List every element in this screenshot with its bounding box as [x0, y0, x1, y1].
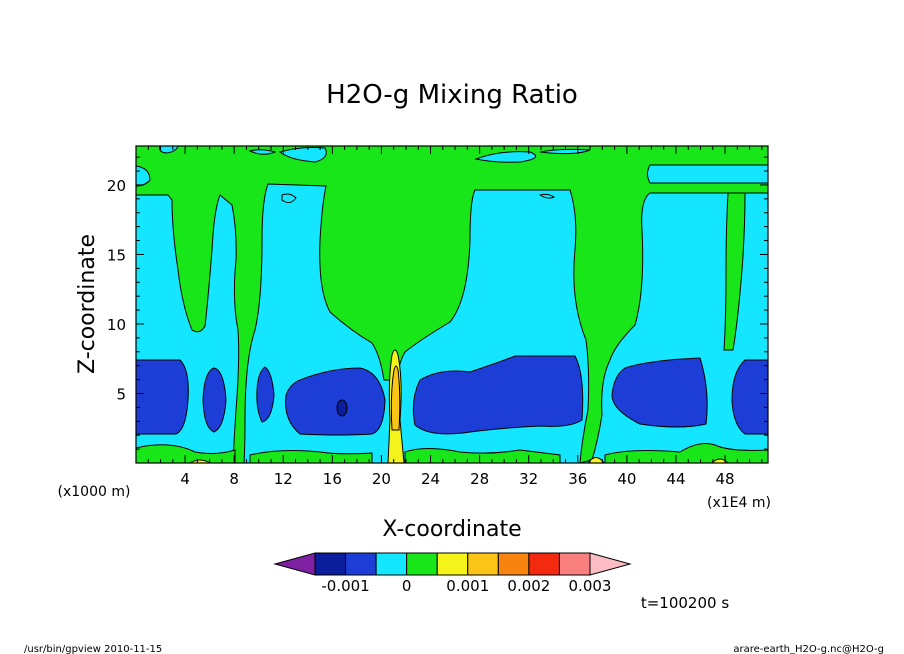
colorbar-segment: [528, 552, 560, 576]
x-tick-label: 24: [421, 470, 440, 488]
x-tick-label: 12: [274, 470, 293, 488]
footer-right: arare-earth_H2O-g.nc@H2O-g: [733, 644, 884, 654]
x-ticks: 4 8 12 16 20 24 28 32 36 40 44 48: [147, 146, 763, 488]
x-tick-label: 32: [519, 470, 538, 488]
colorbar-segment: [406, 552, 438, 576]
colorbar-tick-label: 0: [402, 577, 412, 595]
colorbar-segment: [497, 552, 530, 576]
chart-title: H2O-g Mixing Ratio: [326, 80, 578, 110]
x-tick-label: 48: [716, 470, 735, 488]
colorbar-tick-label: -0.001: [321, 577, 369, 595]
x-tick-label: 40: [617, 470, 636, 488]
x-tick-label: 44: [666, 470, 685, 488]
colorbar-tick-label: 0.002: [507, 577, 550, 595]
colorbar-segment: [436, 552, 469, 576]
colorbar-segment: [558, 552, 591, 576]
blue-region: [136, 355, 768, 436]
x-tick-label: 20: [372, 470, 391, 488]
colorbar-segment: [467, 552, 499, 576]
y-tick-label: 10: [107, 316, 126, 334]
x-tick-label: 16: [323, 470, 342, 488]
green-region: [136, 146, 768, 463]
colorbar: [273, 552, 632, 576]
y-tick-label: 5: [116, 385, 126, 403]
plot-area: [136, 146, 768, 463]
colorbar-max-arrow: [589, 552, 632, 576]
colorbar-segment: [375, 552, 408, 576]
x-axis-label: X-coordinate: [382, 517, 521, 542]
plot-frame: [135, 145, 769, 464]
colorbar-segment: [314, 552, 347, 576]
yellow-column: [189, 349, 729, 463]
y-axis-label: Z-coordinate: [75, 234, 100, 374]
time-label: t=100200 s: [641, 594, 729, 612]
colorbar-labels: -0.001 0 0.001 0.002 0.003: [321, 577, 611, 595]
cyan-pockets: [136, 146, 768, 204]
y-unit-label: (x1000 m): [58, 484, 131, 500]
dark-blue-spot: [336, 399, 348, 417]
x-tick-label: 28: [470, 470, 489, 488]
colorbar-min-arrow: [273, 552, 316, 576]
y-tick-label: 15: [107, 246, 126, 264]
colorbar-tick-label: 0.001: [446, 577, 489, 595]
colorbar-segment: [345, 552, 377, 576]
x-unit-label: (x1E4 m): [707, 495, 771, 511]
colorbar-tick-label: 0.003: [569, 577, 612, 595]
x-tick-label: 8: [229, 470, 239, 488]
x-tick-label: 36: [568, 470, 587, 488]
y-ticks: 5 10 15 20: [107, 156, 768, 450]
x-tick-label: 4: [180, 470, 190, 488]
footer-left: /usr/bin/gpview 2010-11-15: [24, 644, 162, 654]
y-tick-label: 20: [107, 177, 126, 195]
